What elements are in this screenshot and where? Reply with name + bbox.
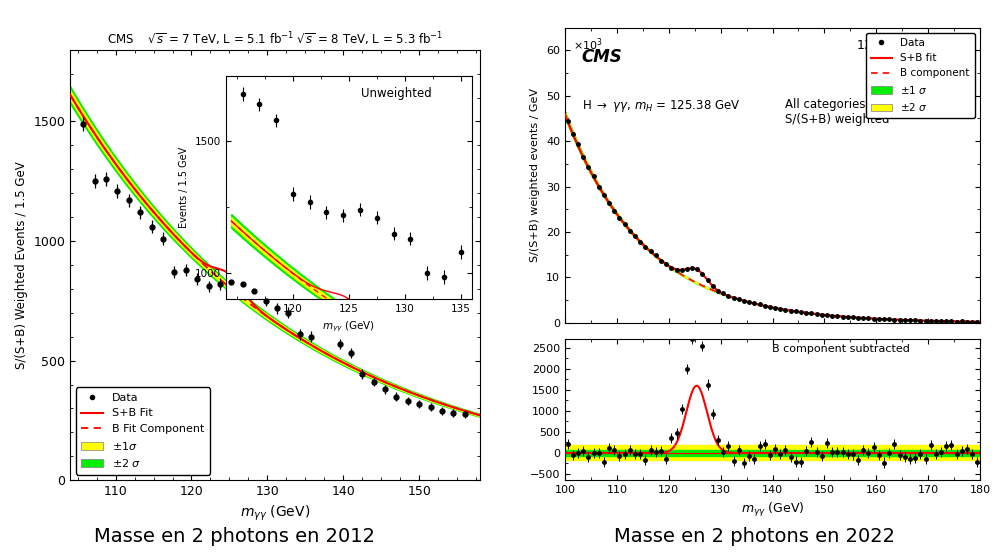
Y-axis label: S/(S+B) Weighted Events / 1.5 GeV: S/(S+B) Weighted Events / 1.5 GeV	[15, 161, 28, 369]
Legend: Data, S+B Fit, B Fit Component, $\pm$1$\sigma$, $\pm$2 $\sigma$: Data, S+B Fit, B Fit Component, $\pm$1$\…	[76, 388, 210, 475]
X-axis label: $m_{\gamma\gamma}$ (GeV): $m_{\gamma\gamma}$ (GeV)	[240, 503, 310, 523]
Text: H $\rightarrow$ $\gamma\gamma$, $m_H$ = 125.38 GeV: H $\rightarrow$ $\gamma\gamma$, $m_H$ = …	[582, 98, 740, 114]
Text: Masse en 2 photons en 2012: Masse en 2 photons en 2012	[94, 528, 376, 546]
Text: 137 fb$^{-1}$ (13 TeV): 137 fb$^{-1}$ (13 TeV)	[856, 36, 968, 54]
Text: $\times 10^3$: $\times 10^3$	[573, 36, 603, 53]
Text: CMS: CMS	[582, 48, 622, 66]
Title: CMS    $\sqrt{s}$ = 7 TeV, L = 5.1 fb$^{-1}$ $\sqrt{s}$ = 8 TeV, L = 5.3 fb$^{-1: CMS $\sqrt{s}$ = 7 TeV, L = 5.1 fb$^{-1}…	[107, 30, 443, 48]
Y-axis label: S/(S+B) weighted events / GeV: S/(S+B) weighted events / GeV	[530, 88, 540, 262]
Text: All categories
S/(S+B) weighted: All categories S/(S+B) weighted	[785, 98, 889, 126]
Text: Masse en 2 photons en 2022: Masse en 2 photons en 2022	[614, 528, 896, 546]
X-axis label: $m_{\gamma\gamma}$ (GeV): $m_{\gamma\gamma}$ (GeV)	[741, 501, 804, 519]
Text: B component subtracted: B component subtracted	[772, 344, 910, 354]
Legend: Data, S+B fit, B component, $\pm$1 $\sigma$, $\pm$2 $\sigma$: Data, S+B fit, B component, $\pm$1 $\sig…	[866, 33, 975, 118]
